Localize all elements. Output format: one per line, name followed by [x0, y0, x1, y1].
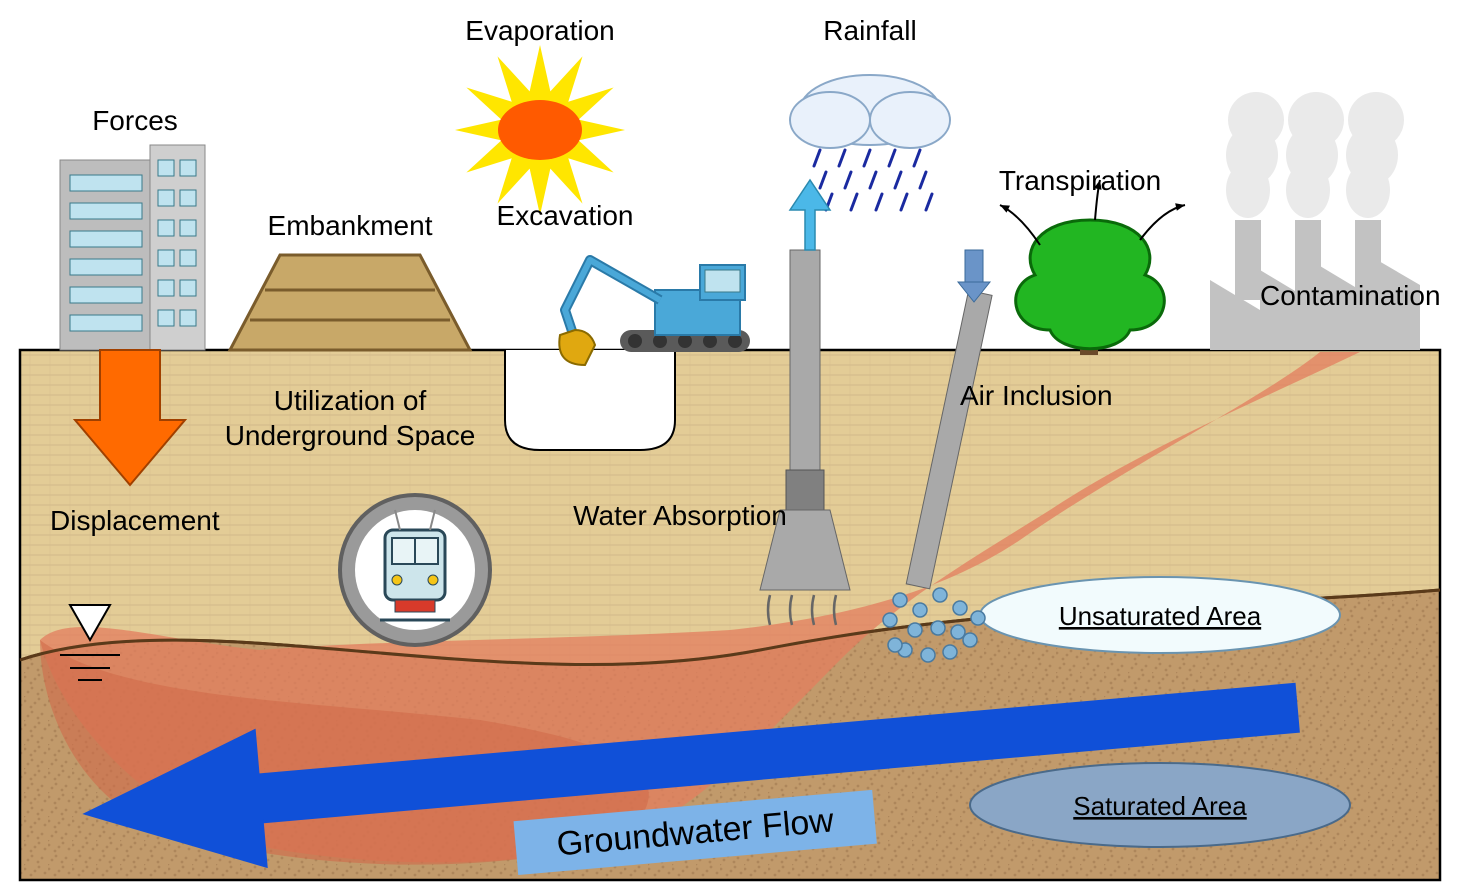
excavation-label: Excavation — [497, 200, 634, 231]
air-bubble — [953, 601, 967, 615]
air-bubble — [913, 603, 927, 617]
waterAbsorption-label: Water Absorption — [573, 500, 787, 531]
unsat-area-label: Unsaturated Area — [1059, 601, 1262, 631]
air-bubble — [883, 613, 897, 627]
transpiration-label: Transpiration — [999, 165, 1161, 196]
contamination-label: Contamination — [1260, 280, 1441, 311]
evaporation-label: Evaporation — [465, 15, 614, 46]
air-bubble — [931, 621, 945, 635]
air-bubble — [933, 588, 947, 602]
rainfall-label: Rainfall — [823, 15, 916, 46]
building-icon — [60, 145, 205, 350]
tunnel-icon — [340, 495, 490, 645]
air-bubble — [963, 633, 977, 647]
air-bubble — [943, 645, 957, 659]
air-bubble — [893, 593, 907, 607]
excavation-pit — [505, 350, 675, 450]
air-bubble — [908, 623, 922, 637]
util1-label: Utilization of — [274, 385, 427, 416]
airInclusion-label: Air Inclusion — [960, 380, 1113, 411]
air-bubble — [971, 611, 985, 625]
sat-area-label: Saturated Area — [1073, 791, 1247, 821]
util2-label: Underground Space — [225, 420, 476, 451]
displacement-label: Displacement — [50, 505, 220, 536]
embankment-label: Embankment — [268, 210, 433, 241]
forces-label: Forces — [92, 105, 178, 136]
air-bubble — [921, 648, 935, 662]
air-bubble — [888, 638, 902, 652]
